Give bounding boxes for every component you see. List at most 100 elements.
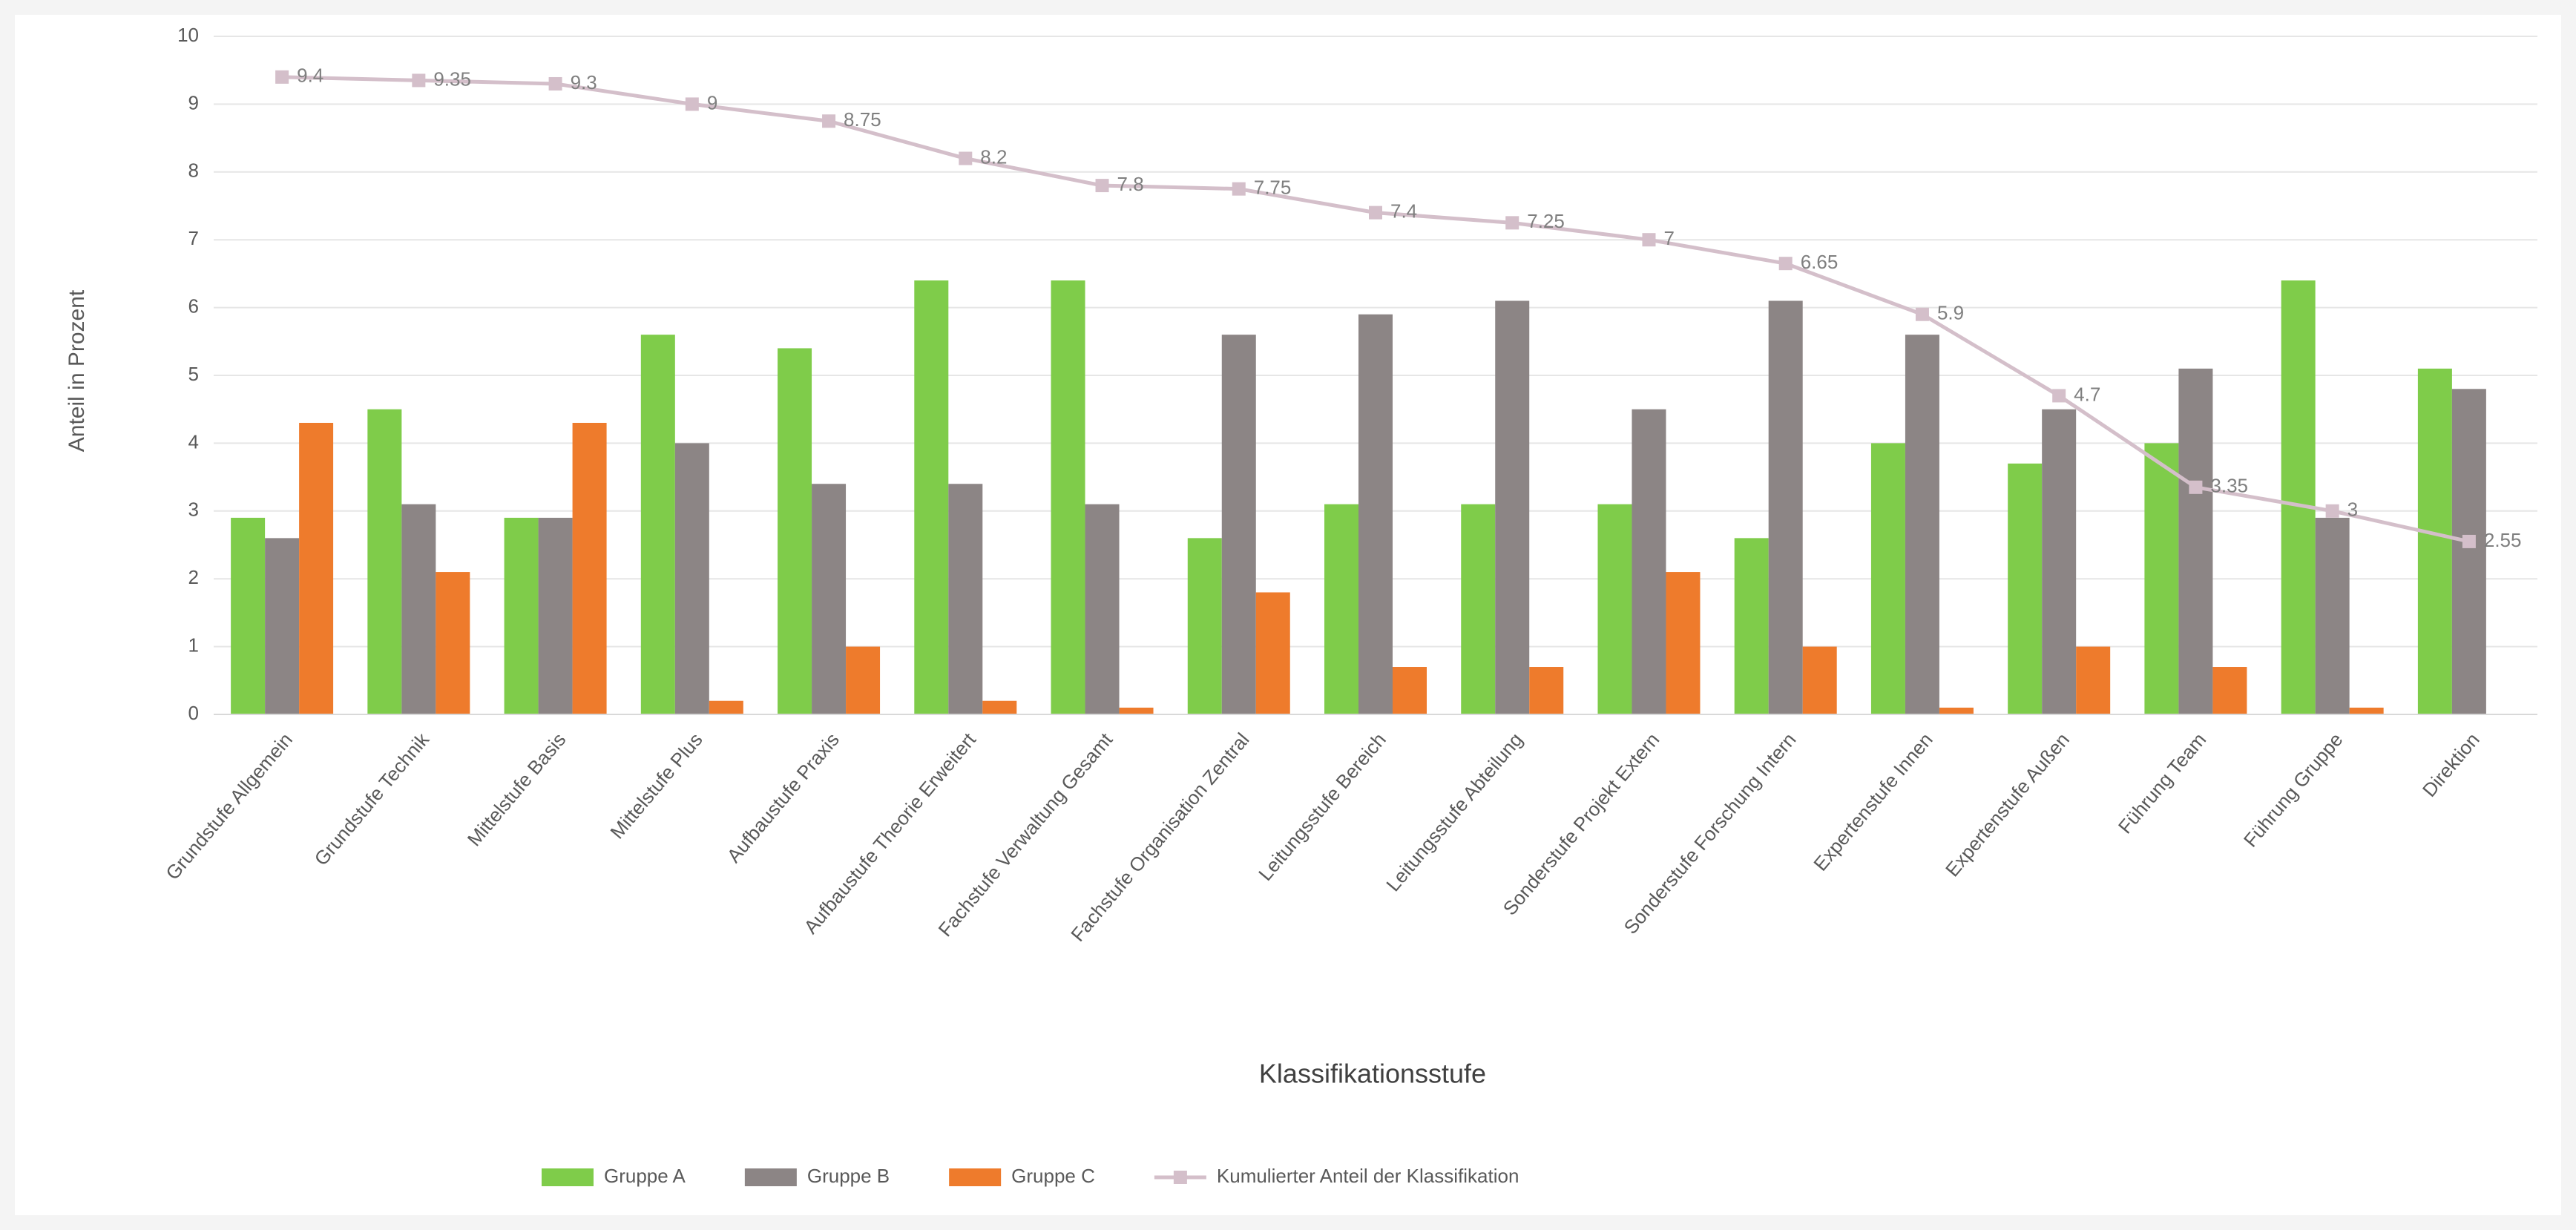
bar	[538, 517, 573, 714]
data-label: 5.9	[1937, 302, 1964, 324]
line-marker	[2325, 504, 2339, 518]
bar	[2008, 463, 2043, 714]
x-axis-title: Klassifikationsstufe	[1259, 1059, 1486, 1089]
bar	[914, 280, 949, 714]
bar	[2417, 368, 2452, 714]
bar	[1051, 280, 1085, 714]
bar	[674, 443, 709, 714]
data-label: 8.2	[980, 145, 1007, 168]
bar	[436, 572, 470, 714]
legend-swatch	[1173, 1171, 1187, 1184]
y-tick-label: 10	[177, 24, 199, 46]
data-label: 6.65	[1801, 251, 1839, 273]
line-marker	[822, 114, 836, 128]
bar	[1768, 300, 1803, 715]
bar	[2281, 280, 2316, 714]
bar	[2315, 517, 2350, 714]
bar	[299, 422, 334, 714]
line-marker	[412, 73, 426, 88]
bar	[2076, 646, 2111, 714]
line-marker	[2462, 534, 2476, 548]
legend-swatch	[744, 1168, 797, 1186]
bar	[1632, 409, 1666, 714]
legend-label: Kumulierter Anteil der Klassifikation	[1217, 1165, 1519, 1187]
bar	[1529, 667, 1564, 714]
bar	[1666, 572, 1701, 714]
bar	[982, 700, 1017, 714]
y-tick-label: 6	[188, 295, 199, 317]
y-tick-label: 3	[188, 499, 199, 521]
data-label: 9.3	[571, 71, 597, 93]
line-marker	[275, 70, 289, 84]
data-label: 7.25	[1527, 210, 1565, 232]
bar	[1324, 504, 1358, 714]
legend-label: Gruppe B	[807, 1165, 890, 1187]
legend-swatch	[542, 1168, 594, 1186]
bar	[812, 484, 847, 714]
bar	[1905, 335, 1939, 714]
data-label: 3.35	[2210, 475, 2248, 497]
bar	[231, 517, 266, 714]
bar	[1358, 314, 1393, 714]
line-marker	[1778, 257, 1793, 271]
line-marker	[1642, 233, 1656, 247]
data-label: 9.35	[433, 68, 471, 90]
y-tick-label: 5	[188, 363, 199, 385]
line-marker	[1369, 205, 1382, 220]
bar	[1734, 538, 1769, 714]
bar	[2144, 443, 2179, 714]
y-tick-label: 0	[188, 702, 199, 724]
line-marker	[1505, 216, 1519, 230]
y-tick-label: 9	[188, 91, 199, 114]
y-tick-label: 1	[188, 634, 199, 656]
bar	[2178, 368, 2213, 714]
bar	[1393, 667, 1427, 714]
data-label: 8.75	[844, 108, 881, 131]
bar	[1597, 504, 1632, 714]
line-marker	[959, 151, 973, 165]
bar	[1255, 592, 1290, 714]
bar	[367, 409, 402, 714]
bar	[1085, 504, 1120, 714]
bar	[265, 538, 300, 714]
line-marker	[1095, 179, 1109, 193]
bar	[2212, 667, 2247, 714]
bar	[1939, 707, 1974, 714]
data-label: 7.8	[1117, 173, 1144, 195]
bar	[1870, 443, 1905, 714]
bar	[1221, 335, 1256, 714]
data-label: 7	[1663, 227, 1674, 249]
data-label: 9.4	[297, 65, 323, 87]
bar	[504, 517, 539, 714]
line-marker	[1232, 182, 1246, 196]
line-marker	[2189, 480, 2203, 494]
data-label: 4.7	[2074, 383, 2100, 405]
bar	[1187, 538, 1222, 714]
bar	[572, 422, 607, 714]
bar	[778, 348, 812, 714]
data-label: 7.75	[1254, 177, 1292, 199]
bar	[2451, 389, 2486, 714]
line-marker	[2052, 389, 2066, 403]
line-marker	[1915, 307, 1929, 321]
line-marker	[548, 76, 562, 91]
data-label: 3	[2347, 499, 2358, 521]
y-tick-label: 4	[188, 430, 199, 453]
bar	[1802, 646, 1837, 714]
bar	[2042, 409, 2077, 714]
line-marker	[685, 97, 699, 111]
y-tick-label: 8	[188, 159, 199, 182]
bar	[401, 504, 436, 714]
bar	[640, 335, 675, 714]
data-label: 2.55	[2484, 529, 2522, 551]
bar	[1461, 504, 1496, 714]
bar	[846, 646, 881, 714]
bar	[1495, 300, 1530, 715]
legend-swatch	[949, 1168, 1002, 1186]
data-label: 9	[707, 91, 717, 114]
bar	[948, 484, 983, 714]
y-axis-title: Anteil in Prozent	[65, 289, 89, 452]
data-label: 7.4	[1390, 200, 1417, 223]
bar	[2349, 707, 2384, 714]
